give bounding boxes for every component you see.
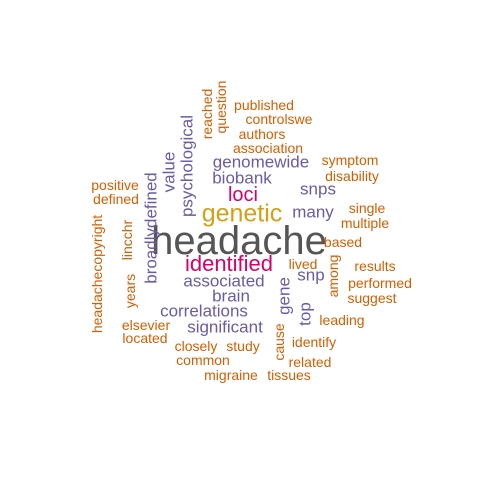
word-leading: leading <box>319 312 365 328</box>
word-among: among <box>325 254 341 298</box>
word-performed: performed <box>348 275 412 291</box>
word-multiple: multiple <box>340 215 390 231</box>
word-snp: snp <box>297 265 325 285</box>
word-correlations: correlations <box>160 301 248 321</box>
word-associated: associated <box>183 271 265 291</box>
word-headache: headache <box>151 219 327 263</box>
word-genomewide: genomewide <box>212 152 310 172</box>
word-disability: disability <box>325 168 379 184</box>
word-loci: loci <box>227 184 259 206</box>
word-association: association <box>232 140 304 156</box>
word-psychological: psychological <box>177 114 197 218</box>
word-tissues: tissues <box>267 367 311 383</box>
word-suggest: suggest <box>347 290 397 306</box>
word-genetic: genetic <box>201 199 283 228</box>
word-closely: closely <box>174 338 218 354</box>
word-defined: defined <box>93 191 139 207</box>
word-reached: reached <box>199 88 215 140</box>
word-related: related <box>288 354 332 370</box>
word-many: many <box>292 202 334 222</box>
word-years: years <box>122 273 138 309</box>
word-identify: identify <box>291 334 337 350</box>
word-published: published <box>234 97 294 113</box>
word-study: study <box>226 338 260 354</box>
word-lincchr: lincchr <box>119 219 135 261</box>
word-symptom: symptom <box>321 152 379 168</box>
word-based: based <box>323 234 363 250</box>
word-results: results <box>354 258 396 274</box>
word-authors: authors <box>238 126 286 142</box>
word-identified: identified <box>184 251 274 276</box>
word-lived: lived <box>288 256 318 272</box>
word-significant: significant <box>187 317 263 337</box>
word-common: common <box>176 352 230 368</box>
word-gene: gene <box>274 277 294 315</box>
word-top: top <box>295 302 315 326</box>
word-snps: snps <box>300 179 336 199</box>
word-located: located <box>122 330 168 346</box>
word-single: single <box>348 200 386 216</box>
word-controlswe: controlswe <box>245 111 313 127</box>
word-brain: brain <box>212 286 250 306</box>
word-value: value <box>159 151 179 193</box>
word-biobank: biobank <box>212 168 272 188</box>
word-question: question <box>213 80 229 134</box>
word-broadlydefined: broadlydefined <box>141 172 161 284</box>
word-migraine: migraine <box>204 367 258 383</box>
word-elsevier: elsevier <box>121 317 171 333</box>
word-cause: cause <box>271 323 287 361</box>
word-positive: positive <box>91 177 139 193</box>
word-headachecopyright: headachecopyright <box>89 214 105 334</box>
